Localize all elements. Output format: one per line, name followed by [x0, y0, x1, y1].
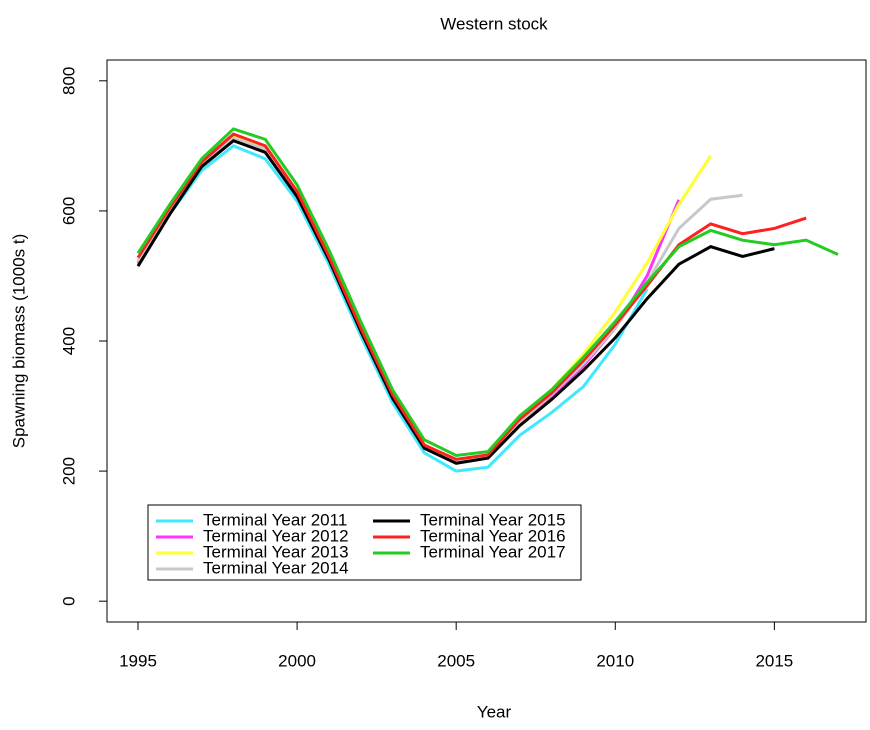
y-axis-label: Spawning biomass (1000s t)	[9, 234, 28, 449]
y-tick-label: 200	[59, 457, 78, 485]
series-line	[136, 132, 807, 461]
y-tick-label: 600	[59, 197, 78, 225]
y-tick-label: 0	[59, 596, 78, 605]
legend-label: Terminal Year 2015	[420, 510, 566, 529]
x-tick-label: 1995	[119, 651, 157, 670]
x-tick-label: 2010	[596, 651, 634, 670]
legend-box	[147, 504, 582, 581]
legend-label: Terminal Year 2011	[203, 510, 347, 529]
series-line	[136, 136, 743, 463]
x-tick-label: 2000	[278, 651, 316, 670]
chart-title: Western stock	[440, 14, 548, 33]
x-axis-label: Year	[477, 702, 512, 721]
y-tick-label: 400	[59, 327, 78, 355]
series-line	[136, 138, 775, 465]
legend-label: Terminal Year 2012	[203, 526, 349, 545]
series-line	[136, 127, 839, 458]
legend-label: Terminal Year 2014	[203, 558, 349, 577]
series-line	[136, 134, 712, 463]
x-tick-label: 2005	[437, 651, 475, 670]
legend-label: Terminal Year 2017	[420, 542, 566, 561]
x-tick-label: 2015	[755, 651, 793, 670]
y-tick-label: 800	[59, 67, 78, 95]
legend-label: Terminal Year 2013	[203, 542, 349, 561]
series-line	[136, 144, 649, 473]
legend-label: Terminal Year 2016	[420, 526, 566, 545]
